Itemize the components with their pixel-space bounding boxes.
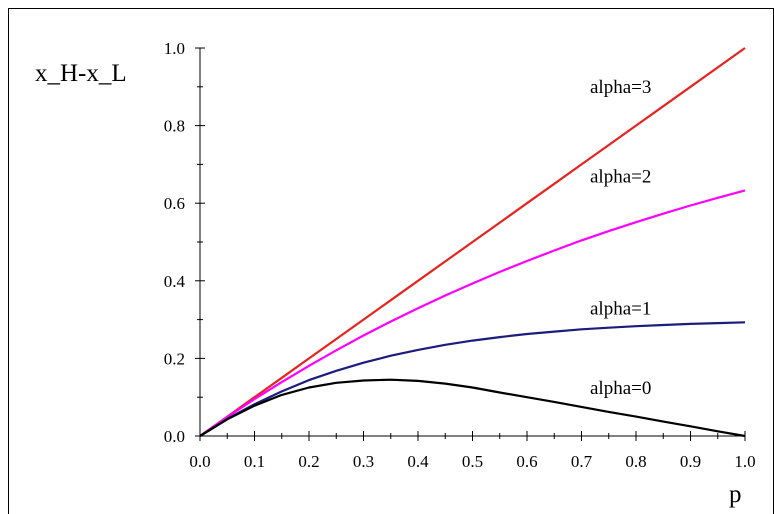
y-axis-label: x_H-x_L: [35, 60, 127, 87]
x-tick-label: 0.7: [571, 452, 593, 471]
x-tick-label: 0.9: [680, 452, 701, 471]
y-tick-group: 0.0 0.2 0.4 0.6 0.8 1.0: [164, 39, 205, 446]
x-tick-label: 0.5: [462, 452, 483, 471]
x-tick-label: 0.3: [353, 452, 374, 471]
x-tick-label: 1.0: [734, 452, 755, 471]
x-tick-label: 0.4: [407, 452, 429, 471]
x-tick-group: 0.0 0.1 0.2 0.3 0.4 0.5 0.6 0.7 0.8 0.9 1.0: [189, 431, 756, 471]
series-label-group: alpha=3 alpha=2 alpha=1 alpha=0: [590, 77, 651, 399]
y-tick-label: 1.0: [164, 39, 185, 58]
x-tick-label: 0.0: [189, 452, 210, 471]
series-label: alpha=2: [590, 166, 651, 187]
series-line-alpha-0: [199, 378, 746, 438]
series-line-alpha-3: [199, 47, 746, 437]
y-tick-label: 0.4: [164, 272, 186, 291]
series-label: alpha=3: [590, 77, 651, 98]
y-tick-label: 0.8: [164, 117, 185, 136]
y-tick-label: 0.0: [164, 427, 185, 446]
x-axis-label: p: [729, 481, 742, 508]
minor-ticks: [197, 86, 719, 439]
x-tick-label: 0.8: [625, 452, 646, 471]
series-line-alpha-1: [199, 321, 746, 437]
x-tick-label: 0.1: [244, 452, 265, 471]
series-line-alpha-2: [199, 189, 746, 437]
x-tick-label: 0.6: [516, 452, 537, 471]
x-tick-label: 0.2: [298, 452, 319, 471]
series-label: alpha=1: [590, 298, 651, 319]
series-group: [199, 47, 746, 438]
y-tick-label: 0.2: [164, 349, 185, 368]
series-label: alpha=0: [590, 378, 651, 399]
y-tick-label: 0.6: [164, 194, 185, 213]
